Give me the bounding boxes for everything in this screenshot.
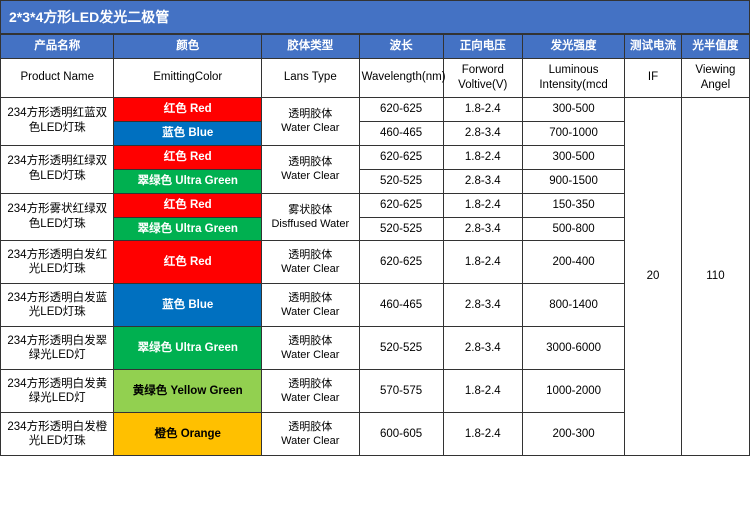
col-header-en: Lans Type [262,58,360,97]
lens-en: Water Clear [264,348,357,362]
product-name: 234方形透明白发黄绿光LED灯 [1,370,114,413]
luminous-intensity: 800-1400 [523,284,625,327]
lens-type: 透明胶体Water Clear [262,97,360,145]
lens-type: 透明胶体Water Clear [262,413,360,456]
wavelength: 520-525 [359,217,443,241]
lens-cn: 透明胶体 [264,155,357,169]
product-name: 234方形透明红绿双色LED灯珠 [1,145,114,193]
lens-en: Disffused Water [264,217,357,231]
emitting-color: 红色 Red [114,193,262,217]
col-header-en: Wavelength(nm) [359,58,443,97]
forward-voltage: 1.8-2.4 [443,413,522,456]
wavelength: 620-625 [359,193,443,217]
wavelength: 460-465 [359,121,443,145]
col-header-cn: 产品名称 [1,35,114,59]
wavelength: 460-465 [359,284,443,327]
emitting-color: 红色 Red [114,145,262,169]
col-header-cn: 发光强度 [523,35,625,59]
forward-voltage: 1.8-2.4 [443,370,522,413]
lens-type: 透明胶体Water Clear [262,284,360,327]
luminous-intensity: 3000-6000 [523,327,625,370]
wavelength: 570-575 [359,370,443,413]
lens-en: Water Clear [264,262,357,276]
table-row: 234方形透明红蓝双色LED灯珠红色 Red透明胶体Water Clear620… [1,97,750,121]
luminous-intensity: 200-300 [523,413,625,456]
forward-voltage: 2.8-3.4 [443,327,522,370]
lens-en: Water Clear [264,434,357,448]
luminous-intensity: 200-400 [523,241,625,284]
luminous-intensity: 500-800 [523,217,625,241]
wavelength: 520-525 [359,169,443,193]
lens-en: Water Clear [264,169,357,183]
lens-cn: 透明胶体 [264,107,357,121]
col-header-cn: 波长 [359,35,443,59]
forward-voltage: 2.8-3.4 [443,284,522,327]
product-name: 234方形雾状红绿双色LED灯珠 [1,193,114,241]
led-spec-table: 产品名称颜色胶体类型波长正向电压发光强度测试电流光半值度 Product Name… [0,34,750,456]
test-current: 20 [625,97,682,456]
lens-cn: 透明胶体 [264,334,357,348]
luminous-intensity: 1000-2000 [523,370,625,413]
forward-voltage: 1.8-2.4 [443,193,522,217]
col-header-en: Luminous Intensity(mcd [523,58,625,97]
lens-cn: 透明胶体 [264,420,357,434]
lens-en: Water Clear [264,305,357,319]
lens-cn: 雾状胶体 [264,203,357,217]
product-name: 234方形透明白发橙光LED灯珠 [1,413,114,456]
emitting-color: 橙色 Orange [114,413,262,456]
lens-en: Water Clear [264,121,357,135]
emitting-color: 翠绿色 Ultra Green [114,327,262,370]
col-header-en: Viewing Angel [681,58,749,97]
emitting-color: 翠绿色 Ultra Green [114,217,262,241]
wavelength: 600-605 [359,413,443,456]
lens-en: Water Clear [264,391,357,405]
emitting-color: 蓝色 Blue [114,121,262,145]
col-header-en: IF [625,58,682,97]
col-header-cn: 正向电压 [443,35,522,59]
forward-voltage: 2.8-3.4 [443,121,522,145]
product-name: 234方形透明白发翠绿光LED灯 [1,327,114,370]
product-name: 234方形透明白发蓝光LED灯珠 [1,284,114,327]
emitting-color: 红色 Red [114,241,262,284]
luminous-intensity: 150-350 [523,193,625,217]
lens-cn: 透明胶体 [264,377,357,391]
forward-voltage: 2.8-3.4 [443,169,522,193]
col-header-en: Product Name [1,58,114,97]
luminous-intensity: 700-1000 [523,121,625,145]
lens-type: 透明胶体Water Clear [262,327,360,370]
emitting-color: 蓝色 Blue [114,284,262,327]
lens-type: 透明胶体Water Clear [262,370,360,413]
col-header-en: Forword Voltive(V) [443,58,522,97]
product-name: 234方形透明白发红光LED灯珠 [1,241,114,284]
luminous-intensity: 300-500 [523,97,625,121]
forward-voltage: 1.8-2.4 [443,241,522,284]
emitting-color: 黄绿色 Yellow Green [114,370,262,413]
wavelength: 620-625 [359,145,443,169]
forward-voltage: 1.8-2.4 [443,145,522,169]
col-header-cn: 胶体类型 [262,35,360,59]
emitting-color: 翠绿色 Ultra Green [114,169,262,193]
luminous-intensity: 300-500 [523,145,625,169]
col-header-cn: 测试电流 [625,35,682,59]
wavelength: 620-625 [359,97,443,121]
lens-cn: 透明胶体 [264,291,357,305]
forward-voltage: 1.8-2.4 [443,97,522,121]
lens-type: 透明胶体Water Clear [262,145,360,193]
product-name: 234方形透明红蓝双色LED灯珠 [1,97,114,145]
page-title: 2*3*4方形LED发光二极管 [0,0,750,34]
wavelength: 520-525 [359,327,443,370]
col-header-en: EmittingColor [114,58,262,97]
col-header-cn: 光半值度 [681,35,749,59]
col-header-cn: 颜色 [114,35,262,59]
emitting-color: 红色 Red [114,97,262,121]
viewing-angle: 110 [681,97,749,456]
forward-voltage: 2.8-3.4 [443,217,522,241]
lens-type: 透明胶体Water Clear [262,241,360,284]
wavelength: 620-625 [359,241,443,284]
lens-cn: 透明胶体 [264,248,357,262]
luminous-intensity: 900-1500 [523,169,625,193]
lens-type: 雾状胶体Disffused Water [262,193,360,241]
